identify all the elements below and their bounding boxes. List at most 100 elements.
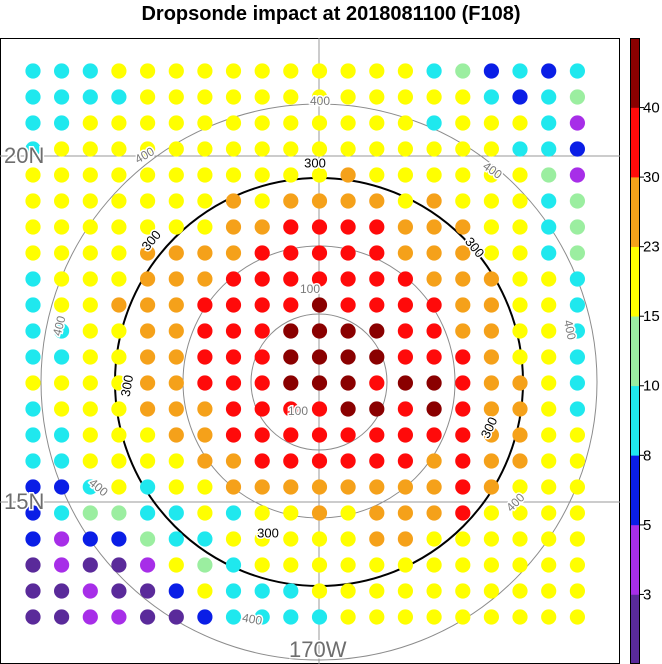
impact-dot: [168, 583, 184, 599]
colorbar-tick-label: 8: [643, 447, 651, 464]
impact-dot: [426, 401, 442, 417]
impact-dot: [54, 453, 70, 469]
impact-dot: [197, 167, 213, 183]
impact-dot: [483, 167, 499, 183]
impact-dot: [82, 427, 98, 443]
impact-dot: [397, 349, 413, 365]
impact-dot: [455, 453, 471, 469]
impact-dot: [569, 297, 586, 313]
impact-dot: [340, 479, 356, 495]
impact-dot: [340, 531, 356, 547]
impact-dot: [311, 505, 328, 521]
impact-dot: [283, 219, 299, 235]
impact-dot: [197, 557, 213, 573]
impact-dot: [340, 375, 356, 391]
impact-dot: [512, 453, 528, 469]
impact-dot: [140, 167, 156, 183]
impact-dot: [168, 349, 184, 365]
impact-dot: [541, 609, 557, 625]
impact-dot: [54, 427, 70, 443]
impact-dot: [82, 557, 98, 573]
impact-dot: [311, 219, 328, 235]
impact-dot: [25, 245, 41, 261]
impact-dot: [283, 557, 299, 573]
impact-dot: [311, 375, 328, 391]
impact-dot: [283, 531, 299, 547]
impact-dot: [283, 271, 299, 287]
impact-dot: [369, 427, 385, 443]
impact-dot: [541, 401, 557, 417]
impact-dot: [483, 115, 499, 131]
impact-dot: [426, 375, 442, 391]
impact-dot: [483, 479, 499, 495]
impact-dot: [541, 167, 557, 183]
impact-dot: [455, 557, 471, 573]
impact-dot: [197, 193, 213, 209]
impact-dot: [254, 271, 270, 287]
impact-dot: [512, 557, 528, 573]
lat-label-20n: 20N: [4, 143, 44, 168]
impact-dot: [254, 297, 270, 313]
impact-dot: [512, 115, 528, 131]
impact-dot: [25, 401, 41, 417]
impact-dot: [197, 219, 213, 235]
impact-dot: [512, 427, 528, 443]
impact-dot: [168, 427, 184, 443]
impact-dot: [168, 479, 184, 495]
impact-dot: [283, 115, 299, 131]
impact-dot: [225, 375, 242, 391]
impact-dot: [25, 323, 41, 339]
impact-dot: [283, 297, 299, 313]
impact-dot: [111, 375, 127, 391]
impact-dot: [569, 167, 586, 183]
impact-dot: [340, 297, 356, 313]
impact-dot: [82, 245, 98, 261]
impact-dot: [311, 297, 328, 313]
impact-dot: [197, 141, 213, 157]
impact-dot: [197, 349, 213, 365]
impact-dot: [369, 453, 385, 469]
impact-dot: [569, 505, 586, 521]
impact-dot: [512, 245, 528, 261]
impact-dot: [254, 401, 270, 417]
impact-dot: [140, 141, 156, 157]
impact-dot: [369, 375, 385, 391]
impact-dot: [340, 63, 356, 79]
impact-dot: [54, 583, 70, 599]
impact-dot: [369, 349, 385, 365]
impact-dot: [340, 583, 356, 599]
impact-dot: [54, 141, 70, 157]
range-ring-100: [250, 313, 388, 451]
impact-dot: [25, 63, 41, 79]
impact-dot: [82, 141, 98, 157]
impact-dot: [283, 63, 299, 79]
impact-dot: [455, 115, 471, 131]
impact-dot: [483, 219, 499, 235]
impact-dot: [25, 505, 41, 521]
impact-dot: [455, 63, 471, 79]
impact-dot: [25, 115, 41, 131]
colorbar-tick-label: 3: [643, 586, 651, 603]
impact-dot: [54, 63, 70, 79]
impact-dot: [455, 167, 471, 183]
impact-dot: [140, 557, 156, 573]
impact-dot: [569, 115, 586, 131]
impact-dot: [426, 271, 442, 287]
impact-dot: [426, 219, 442, 235]
impact-dot: [397, 609, 413, 625]
impact-dot: [397, 453, 413, 469]
impact-dot: [340, 89, 356, 105]
impact-dot: [311, 193, 328, 209]
colorbar: 3 5 8 10 15 23 30 40: [630, 38, 660, 664]
impact-dot: [455, 375, 471, 391]
impact-dot: [397, 427, 413, 443]
impact-dot: [426, 453, 442, 469]
impact-dot: [512, 219, 528, 235]
impact-dot: [455, 245, 471, 261]
impact-dot: [283, 583, 299, 599]
impact-dot: [197, 479, 213, 495]
impact-dot: [483, 401, 499, 417]
impact-dot: [168, 193, 184, 209]
impact-dot: [512, 141, 528, 157]
